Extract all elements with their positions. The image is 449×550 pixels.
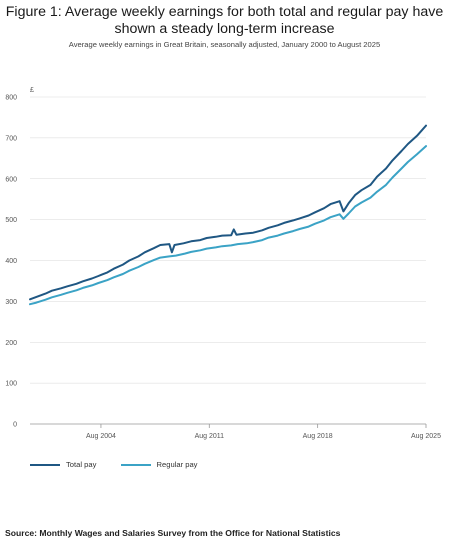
y-tick-label: 800 xyxy=(5,95,17,102)
legend-item-regular-pay: Regular pay xyxy=(120,460,198,470)
legend-swatch-regular-pay xyxy=(120,463,151,466)
legend-label-total-pay: Total pay xyxy=(66,460,97,470)
legend-item-total-pay: Total pay xyxy=(30,460,96,469)
y-tick-label: 200 xyxy=(5,340,17,347)
y-tick-label: 600 xyxy=(5,176,17,183)
y-tick-label: 100 xyxy=(5,381,17,388)
chart-title-line-1: Figure 1: Average weekly earnings for bo… xyxy=(5,4,444,20)
chart-subtitle: Average weekly earnings in Great Britain… xyxy=(68,40,381,49)
y-axis-label: £ xyxy=(30,87,34,94)
chart-title-line-2: shown a steady long-term increase xyxy=(114,21,335,37)
source-note: Source: Monthly Wages and Salaries Surve… xyxy=(5,528,341,538)
y-tick-label: 400 xyxy=(5,258,17,265)
legend-label-regular-pay: Regular pay xyxy=(156,460,198,470)
legend-swatch-total-pay xyxy=(30,463,60,466)
x-tick-label: Aug 2004 xyxy=(86,433,116,440)
series-line-regular-pay xyxy=(29,145,427,306)
y-tick-label: 700 xyxy=(5,135,17,142)
y-tick-label: 0 xyxy=(13,422,17,429)
series-line-total-pay xyxy=(29,124,427,301)
y-tick-label: 300 xyxy=(5,299,17,306)
x-tick-label: Aug 2011 xyxy=(195,433,225,440)
chart-title: Figure 1: Average weekly earnings for bo… xyxy=(0,4,449,38)
chart-legend: Total pay Regular pay xyxy=(30,459,219,469)
x-tick-label: Aug 2025 xyxy=(411,433,441,440)
x-tick-label: Aug 2018 xyxy=(303,433,333,440)
y-tick-label: 500 xyxy=(5,217,17,224)
